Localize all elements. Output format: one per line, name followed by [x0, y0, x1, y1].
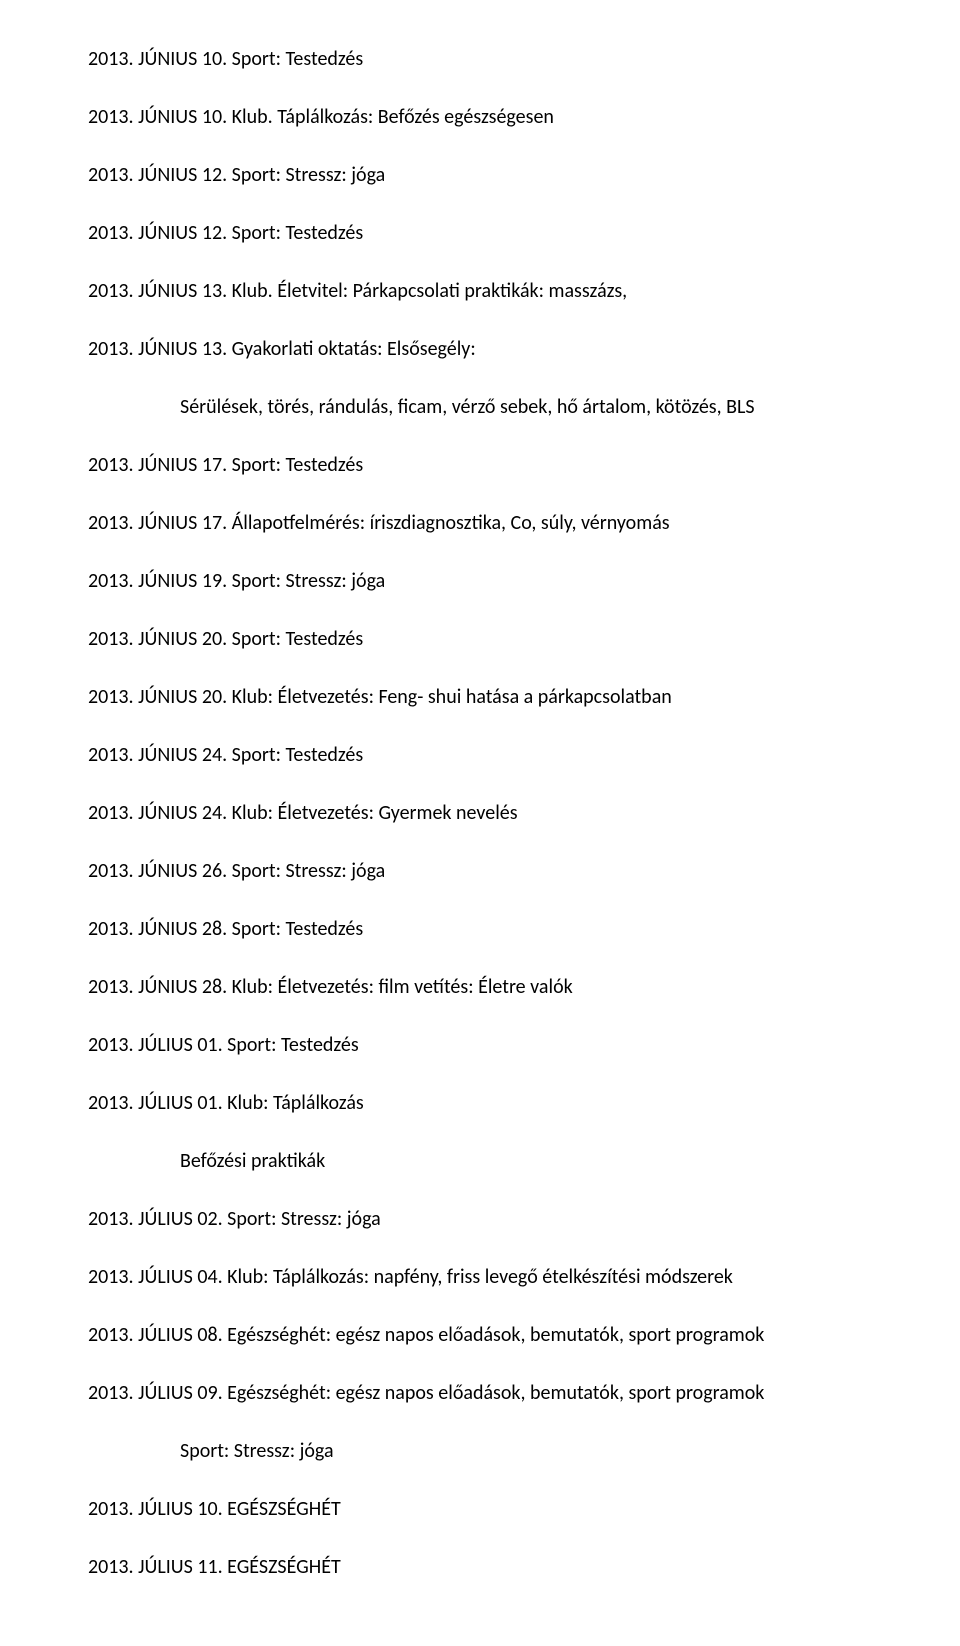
document-line: 2013. JÚNIUS 20. Klub: Életvezetés: Feng… [88, 678, 960, 716]
document-line: 2013. JÚNIUS 28. Sport: Testedzés [88, 910, 960, 948]
document-line: Sérülések, törés, rándulás, ficam, vérző… [88, 388, 960, 426]
document-line: 2013. JÚLIUS 02. Sport: Stressz: jóga [88, 1200, 960, 1238]
document-line: 2013. JÚLIUS 01. Sport: Testedzés [88, 1026, 960, 1064]
document-line: 2013. JÚNIUS 24. Sport: Testedzés [88, 736, 960, 774]
document-line: 2013. JÚNIUS 17. Sport: Testedzés [88, 446, 960, 484]
document-line: 2013. JÚNIUS 20. Sport: Testedzés [88, 620, 960, 658]
document-line: 2013. JÚNIUS 13. Gyakorlati oktatás: Els… [88, 330, 960, 368]
document-line: 2013. JÚNIUS 12. Sport: Testedzés [88, 214, 960, 252]
document-line: 2013. JÚLIUS 01. Klub: Táplálkozás [88, 1084, 960, 1122]
document-line: 2013. JÚNIUS 26. Sport: Stressz: jóga [88, 852, 960, 890]
document-line: 2013. JÚNIUS 10. Klub. Táplálkozás: Befő… [88, 98, 960, 136]
document-line: 2013. JÚNIUS 13. Klub. Életvitel: Párkap… [88, 272, 960, 310]
document-line: 2013. JÚNIUS 24. Klub: Életvezetés: Gyer… [88, 794, 960, 832]
document-line: 2013. JÚNIUS 10. Sport: Testedzés [88, 40, 960, 78]
document-line: 2013. JÚLIUS 11. EGÉSZSÉGHÉT [88, 1548, 960, 1586]
document-line: 2013. JÚNIUS 12. Sport: Stressz: jóga [88, 156, 960, 194]
document-line: 2013. JÚNIUS 19. Sport: Stressz: jóga [88, 562, 960, 600]
document-line: 2013. JÚNIUS 17. Állapotfelmérés: íriszd… [88, 504, 960, 542]
document-body: 2013. JÚNIUS 10. Sport: Testedzés 2013. J… [88, 40, 960, 1586]
document-line: 2013. JÚNIUS 28. Klub: Életvezetés: film… [88, 968, 960, 1006]
document-line: 2013. JÚLIUS 10. EGÉSZSÉGHÉT [88, 1490, 960, 1528]
document-line: 2013. JÚLIUS 09. Egészséghét: egész napo… [88, 1374, 960, 1412]
document-line: 2013. JÚLIUS 04. Klub: Táplálkozás: napf… [88, 1258, 960, 1296]
document-line: 2013. JÚLIUS 08. Egészséghét: egész napo… [88, 1316, 960, 1354]
document-line: Befőzési praktikák [88, 1142, 960, 1180]
document-line: Sport: Stressz: jóga [88, 1432, 960, 1470]
